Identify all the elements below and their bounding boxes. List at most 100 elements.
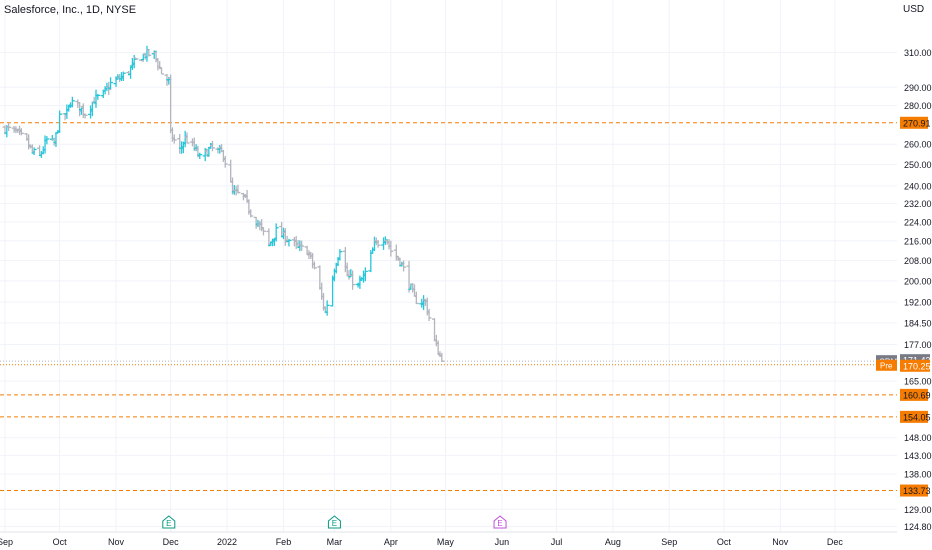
ohlc-bar bbox=[426, 308, 432, 322]
price-tick-label: 240.00 bbox=[904, 181, 932, 191]
earnings-marker: E bbox=[493, 515, 507, 529]
ohlc-bar bbox=[324, 300, 330, 316]
price-tick-label: 138.00 bbox=[904, 470, 932, 480]
price-tick-label: 143.00 bbox=[904, 451, 932, 461]
ohlc-bar bbox=[184, 132, 190, 144]
ohlc-bars bbox=[2, 45, 445, 362]
price-tick-label: 124.80 bbox=[904, 522, 932, 532]
pre-market-tag-bg bbox=[900, 359, 930, 372]
time-tick-label: Nov bbox=[108, 537, 125, 547]
ohlc-bar bbox=[18, 128, 24, 136]
ohlc-bar bbox=[133, 57, 139, 60]
ohlc-bar bbox=[235, 184, 241, 194]
price-level-lines bbox=[0, 122, 897, 492]
ohlc-bar bbox=[95, 93, 101, 100]
time-tick-label: Mar bbox=[327, 537, 343, 547]
earnings-marker-label: E bbox=[166, 519, 171, 528]
price-tick-label: 208.00 bbox=[904, 256, 932, 266]
ohlc-bar bbox=[69, 96, 75, 108]
chart-title: Salesforce, Inc., 1D, NYSE bbox=[4, 4, 137, 16]
price-level-tag: 133.73 bbox=[903, 486, 931, 496]
price-tick-label: 310.00 bbox=[904, 48, 932, 58]
pre-badge: Pre bbox=[880, 361, 893, 370]
ohlc-bar bbox=[439, 352, 445, 362]
price-level-tag: 154.05 bbox=[903, 412, 931, 422]
price-tick-label: 280.00 bbox=[904, 101, 932, 111]
price-level-tag: 160.69 bbox=[903, 390, 931, 400]
ohlc-bar bbox=[57, 110, 63, 133]
chart-grid bbox=[0, 0, 897, 532]
price-tick-label: 290.00 bbox=[904, 83, 932, 93]
price-tick-label: 260.00 bbox=[904, 140, 932, 150]
price-tick-label: 192.00 bbox=[904, 298, 932, 308]
pre-badge-bg bbox=[876, 359, 897, 371]
time-tick-label: Oct bbox=[717, 537, 732, 547]
ohlc-bar bbox=[260, 228, 266, 236]
price-level-tag-bg bbox=[900, 116, 928, 129]
price-tick-label: 224.00 bbox=[904, 217, 932, 227]
earnings-marker: E bbox=[327, 515, 341, 529]
price-level-tag: 270.91 bbox=[903, 118, 931, 128]
price-tick-label: 232.00 bbox=[904, 199, 932, 209]
ohlc-bar bbox=[222, 155, 228, 168]
time-tick-label: 2022 bbox=[217, 537, 237, 547]
ohlc-bar bbox=[299, 240, 305, 251]
ohlc-bar bbox=[108, 77, 114, 90]
price-tick-label: 165.00 bbox=[904, 377, 932, 387]
ohlc-bar bbox=[286, 238, 292, 247]
price-tick-label: 148.00 bbox=[904, 433, 932, 443]
price-level-tag-bg bbox=[900, 484, 928, 497]
price-axis[interactable]: 310.00 290.00 280.00 260.00 250.00 240.00 232.… bbox=[904, 48, 932, 532]
ohlc-bar bbox=[311, 261, 317, 270]
ohlc-bar bbox=[44, 136, 50, 145]
ohlc-bar bbox=[273, 223, 279, 242]
time-tick-label: Sep bbox=[0, 537, 13, 547]
price-level-tag-bg bbox=[900, 388, 928, 401]
time-axis[interactable]: Sep Oct Nov Dec 2022 Feb Mar Apr May Jun Jul Aug Sep… bbox=[0, 531, 897, 547]
earnings-marker-label: E bbox=[332, 519, 337, 528]
time-tick-label: Apr bbox=[384, 537, 398, 547]
price-tick-label: 184.50 bbox=[904, 318, 932, 328]
ohlc-bar bbox=[388, 240, 394, 257]
ohlc-bar bbox=[159, 67, 165, 75]
time-tick-label: May bbox=[437, 537, 455, 547]
earnings-marker: E bbox=[162, 515, 176, 529]
ohlc-bar bbox=[31, 147, 37, 156]
price-tick-label: 250.00 bbox=[904, 160, 932, 170]
ohlc-bar bbox=[413, 291, 419, 305]
time-tick-label: Jul bbox=[551, 537, 563, 547]
ohlc-bar bbox=[209, 140, 215, 152]
time-tick-label: Jun bbox=[495, 537, 510, 547]
ohlc-bar bbox=[357, 275, 363, 289]
price-tick-label: 129.00 bbox=[904, 505, 932, 515]
time-tick-label: Oct bbox=[53, 537, 68, 547]
ohlc-bar bbox=[337, 249, 343, 261]
currency-label[interactable]: USD bbox=[903, 4, 925, 15]
earnings-marker-label: E bbox=[497, 519, 502, 528]
time-tick-label: Dec bbox=[827, 537, 844, 547]
ohlc-bar bbox=[6, 122, 12, 131]
price-tags: 270.91160.69154.05133.73CRMPre171.43170.… bbox=[876, 116, 931, 497]
ohlc-bar bbox=[82, 113, 88, 119]
ohlc-bar bbox=[146, 49, 152, 57]
time-tick-label: Dec bbox=[163, 537, 180, 547]
price-tick-label: 177.00 bbox=[904, 340, 932, 350]
time-tick-label: Sep bbox=[661, 537, 677, 547]
time-tick-label: Feb bbox=[276, 537, 292, 547]
time-tick-label: Nov bbox=[772, 537, 789, 547]
ohlc-bar bbox=[401, 260, 407, 272]
ohlc-bar bbox=[197, 152, 203, 159]
ohlc-bar bbox=[362, 267, 368, 282]
price-tick-label: 216.00 bbox=[904, 236, 932, 246]
pre-market-tag: 170.25 bbox=[903, 361, 931, 371]
price-level-tag-bg bbox=[900, 410, 928, 423]
ohlc-bar bbox=[120, 71, 126, 82]
time-tick-label: Aug bbox=[605, 537, 621, 547]
ohlc-bar bbox=[350, 270, 356, 290]
price-tick-label: 200.00 bbox=[904, 276, 932, 286]
ohlc-bar bbox=[248, 209, 254, 218]
ohlc-bar bbox=[171, 134, 177, 144]
ohlc-bar bbox=[375, 239, 381, 248]
